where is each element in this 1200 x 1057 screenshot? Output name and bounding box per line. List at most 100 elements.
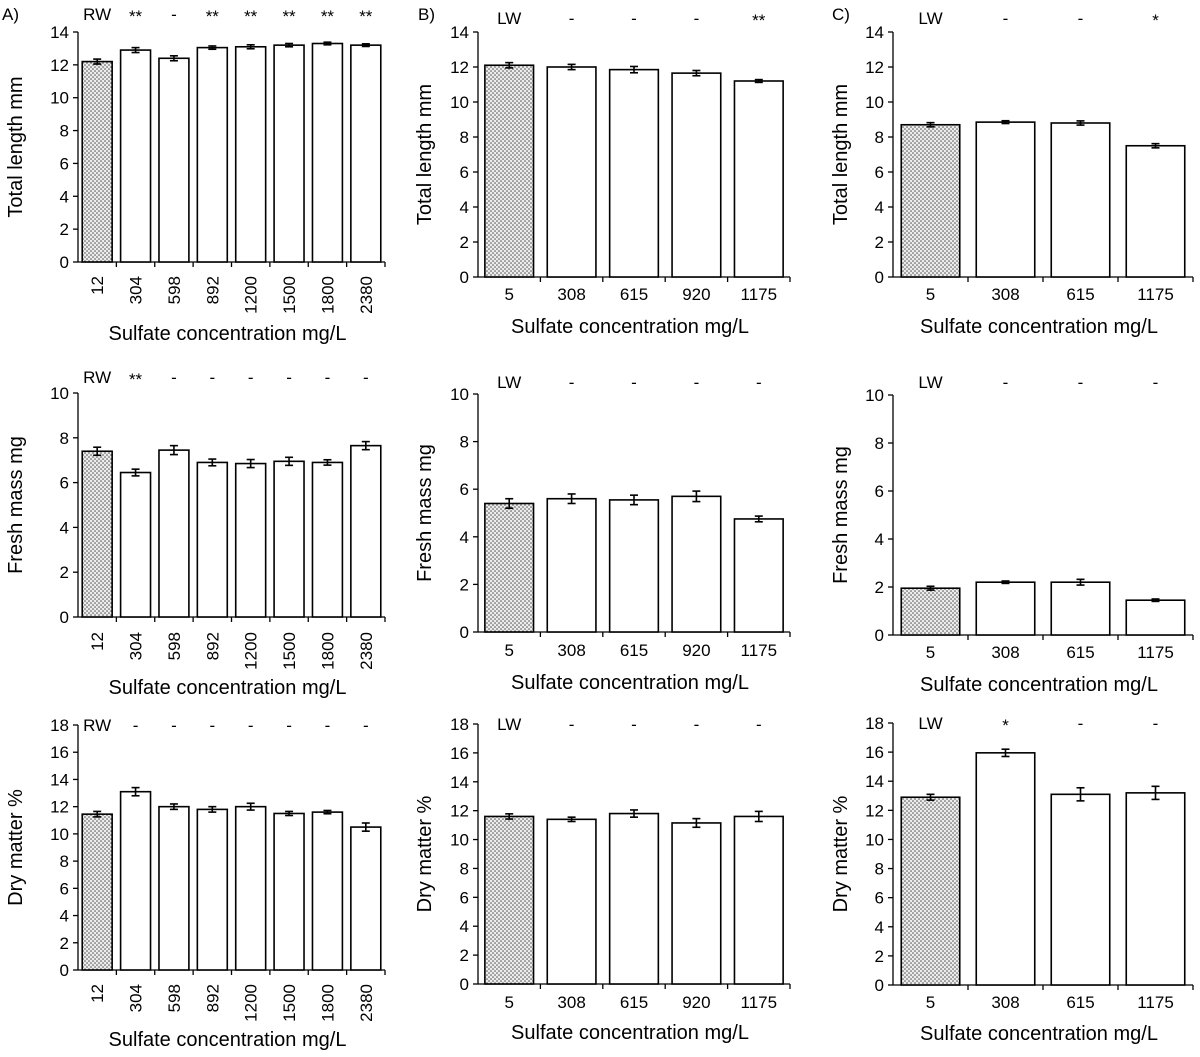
- x-tick-label: 2380: [357, 984, 376, 1022]
- chart-B-mass: 0 2 4 6 8 10 Fresh mass mg 5 LW 308 - 615 - 920 - 1175 -…: [414, 373, 791, 694]
- bar-control: [484, 502, 535, 633]
- x-tick-label: 5: [504, 641, 513, 660]
- bar: [975, 752, 1036, 986]
- significance-label: -: [171, 5, 177, 24]
- x-tick-label: 598: [165, 276, 184, 304]
- control-label: LW: [918, 373, 942, 392]
- y-tick-label: 6: [460, 480, 469, 499]
- y-tick-label: 4: [60, 907, 69, 926]
- x-axis-title: Sulfate concentration mg/L: [511, 672, 749, 694]
- x-tick-label: 1175: [1137, 643, 1174, 662]
- x-tick-label: 1175: [1137, 285, 1174, 304]
- y-tick-label: 6: [60, 879, 69, 898]
- x-tick-label: 1800: [318, 632, 337, 670]
- x-tick-label: 5: [504, 285, 513, 304]
- significance-label: **: [129, 370, 143, 389]
- significance-label: -: [1078, 373, 1084, 392]
- significance-label: -: [694, 715, 700, 734]
- x-axis-title: Sulfate concentration mg/L: [511, 1022, 749, 1044]
- y-axis-title: Dry matter %: [414, 795, 436, 912]
- bar: [196, 461, 229, 618]
- x-tick-label: 615: [620, 993, 648, 1012]
- y-tick-label: 8: [875, 860, 884, 879]
- x-tick-label: 1200: [242, 276, 261, 314]
- x-tick-label: 1175: [741, 993, 778, 1012]
- bar: [608, 68, 660, 278]
- y-tick-label: 0: [460, 623, 469, 642]
- bar: [273, 460, 305, 618]
- y-tick-label: 0: [60, 253, 69, 272]
- x-tick-label: 5: [926, 993, 935, 1012]
- x-tick-label: 1800: [318, 984, 337, 1022]
- chart-A-mass: 0 2 4 6 8 10 Fresh mass mg 12 RW 304 ** 598 - 892 - 120…: [5, 368, 386, 699]
- significance-label: **: [282, 7, 296, 26]
- bar: [546, 66, 597, 278]
- significance-label: **: [752, 11, 766, 30]
- bar: [350, 44, 382, 263]
- y-tick-label: 14: [865, 23, 884, 42]
- x-tick-label: 308: [557, 285, 585, 304]
- bar: [350, 444, 382, 618]
- y-tick-label: 2: [875, 947, 884, 966]
- bar: [671, 72, 722, 278]
- y-tick-label: 2: [60, 563, 69, 582]
- y-tick-label: 0: [460, 975, 469, 994]
- bar: [234, 805, 267, 971]
- panel-letter: A): [2, 5, 19, 24]
- y-tick-label: 0: [875, 976, 884, 995]
- y-tick-label: 6: [875, 482, 884, 501]
- bar: [158, 805, 190, 971]
- significance-label: -: [569, 715, 575, 734]
- bar: [119, 790, 152, 971]
- y-tick-label: 8: [875, 434, 884, 453]
- y-axis-title: Fresh mass mg: [5, 436, 27, 574]
- significance-label: -: [171, 368, 177, 387]
- y-tick-label: 8: [460, 859, 469, 878]
- y-axis-title: Dry matter %: [830, 795, 852, 912]
- significance-label: -: [694, 9, 700, 28]
- y-tick-label: 8: [60, 429, 69, 448]
- y-tick-label: 12: [50, 798, 69, 817]
- bar: [234, 45, 267, 263]
- y-tick-label: 18: [50, 716, 69, 735]
- control-label: LW: [918, 714, 942, 733]
- y-tick-label: 10: [450, 831, 469, 850]
- x-tick-label: 12: [88, 984, 107, 1003]
- significance-label: -: [1153, 714, 1159, 733]
- x-tick-label: 308: [557, 641, 585, 660]
- x-axis-title: Sulfate concentration mg/L: [920, 1023, 1158, 1045]
- bar-control: [484, 64, 535, 278]
- y-tick-label: 8: [60, 122, 69, 141]
- x-tick-label: 308: [991, 285, 1019, 304]
- y-tick-label: 2: [875, 578, 884, 597]
- y-tick-label: 10: [50, 89, 69, 108]
- x-tick-label: 2380: [357, 632, 376, 670]
- control-label: RW: [83, 716, 111, 735]
- y-tick-label: 0: [875, 268, 884, 287]
- control-label: LW: [497, 373, 521, 392]
- y-tick-label: 12: [450, 802, 469, 821]
- bar: [975, 581, 1036, 636]
- y-axis-title: Dry matter %: [5, 789, 27, 906]
- bar: [119, 471, 152, 618]
- x-tick-label: 1500: [280, 276, 299, 314]
- bar-control: [81, 60, 113, 263]
- significance-label: -: [286, 368, 292, 387]
- y-tick-label: 8: [460, 128, 469, 147]
- x-tick-label: 308: [991, 643, 1019, 662]
- significance-label: *: [1002, 716, 1009, 735]
- x-axis-title: Sulfate concentration mg/L: [511, 316, 749, 338]
- significance-label: -: [631, 715, 637, 734]
- x-tick-label: 304: [127, 984, 146, 1012]
- y-tick-label: 4: [460, 528, 469, 547]
- chart-C-dry: 0 2 4 6 8 10 12 14 16 18 Dry matter % 5 LW 308 * 615 - 11…: [830, 714, 1194, 1045]
- x-tick-label: 598: [165, 984, 184, 1012]
- x-tick-label: 12: [88, 276, 107, 295]
- y-tick-label: 10: [50, 384, 69, 403]
- y-tick-label: 4: [875, 530, 884, 549]
- x-tick-label: 1175: [1137, 993, 1174, 1012]
- y-axis-title: Total length mm: [414, 84, 436, 225]
- bar: [1050, 122, 1111, 278]
- bar: [608, 812, 660, 985]
